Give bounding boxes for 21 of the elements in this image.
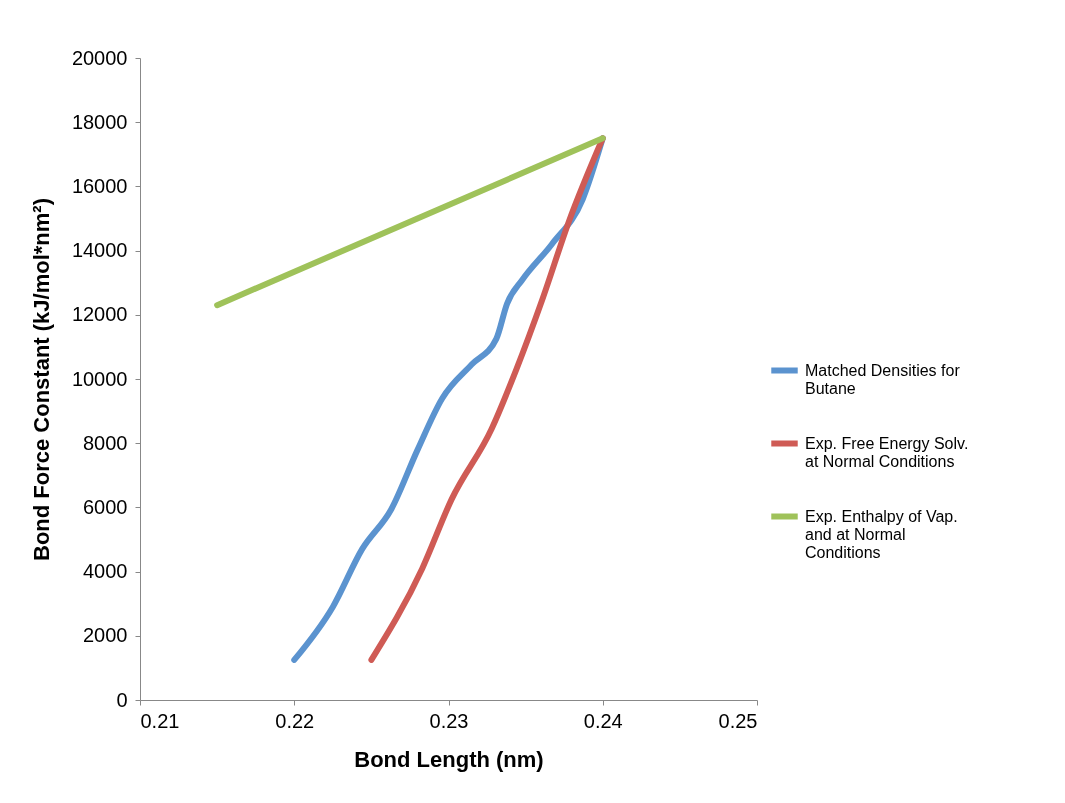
y-tick-label: 4000 (83, 560, 128, 583)
y-tick-label: 6000 (83, 495, 128, 518)
y-tick-label: 18000 (71, 110, 128, 133)
legend-label: Exp. Enthalpy of Vap. and at Normal Conditions (805, 507, 958, 561)
x-tick-label: 0.23 (429, 709, 469, 732)
y-tick-label: 14000 (71, 239, 128, 262)
legend-label: Matched Densities for Butane (805, 361, 961, 397)
x-tick-label: 0.21 (140, 709, 180, 732)
x-tick-label: 0.22 (275, 709, 315, 732)
legend-label: Exp. Free Energy Solv. at Normal Conditions (805, 434, 969, 470)
y-tick-label: 8000 (83, 431, 128, 454)
y-tick-label: 0 (116, 688, 128, 711)
x-tick-label: 0.24 (583, 709, 623, 732)
y-tick-label: 12000 (71, 303, 128, 326)
x-tick-label: 0.25 (718, 709, 758, 732)
y-tick-label: 20000 (71, 46, 128, 69)
y-tick-label: 2000 (83, 624, 128, 647)
y-tick-label: 10000 (71, 367, 128, 390)
x-axis-title: Bond Length (nm) (354, 746, 544, 772)
y-tick-label: 16000 (71, 174, 128, 197)
y-axis-title: Bond Force Constant (kJ/mol*nm²) (28, 197, 54, 562)
